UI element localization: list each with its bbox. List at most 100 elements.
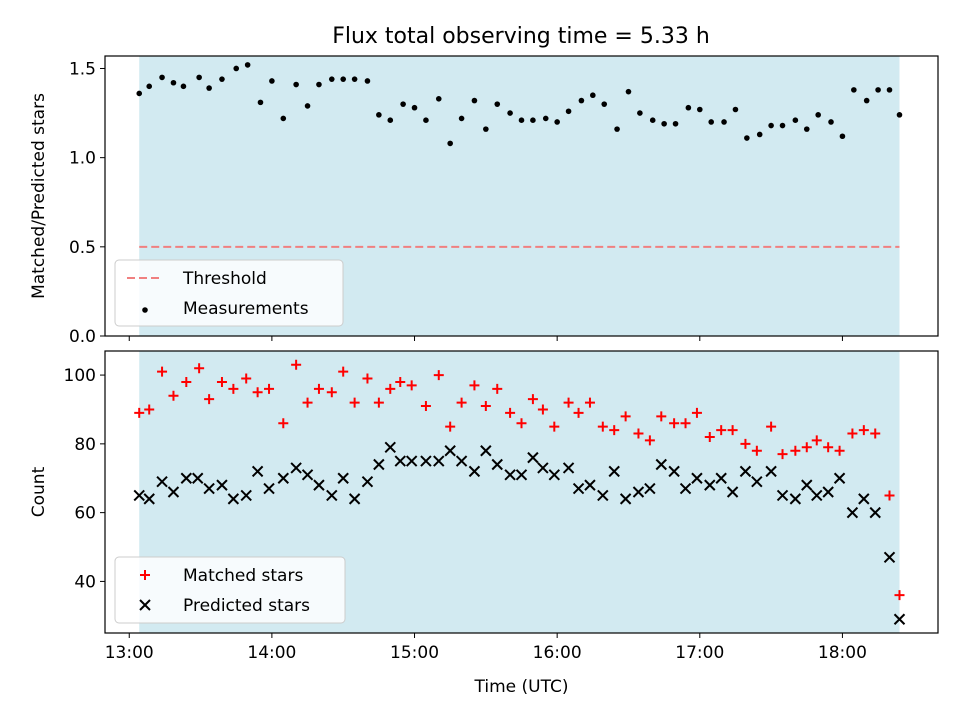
predicted-stars-point [846,506,859,519]
predicted-stars-point [133,489,145,502]
matched-stars-point [406,380,417,391]
predicted-stars-point [227,493,240,505]
matched-stars-point [680,418,691,429]
x-tick-label: 16:00 [533,643,582,663]
predicted-stars-point [833,472,846,484]
matched-stars-point [790,445,801,456]
predicted-stars-point [548,469,561,481]
matched-stars-point [858,425,869,436]
y-axis-label: Matched/Predicted stars [29,93,49,299]
measurement-point [614,126,620,132]
matched-stars-point [168,390,179,401]
predicted-stars-point [515,469,528,481]
measurement-point [768,122,774,129]
measurement-point [257,99,264,106]
y-tick-label: 100 [64,366,96,386]
measurement-point [494,101,501,107]
x-tick-label: 17:00 [675,643,724,663]
matched-stars-point [609,425,620,436]
matched-stars-point [597,421,608,432]
matched-stars-point [144,404,155,415]
measurement-point [851,87,857,93]
matched-stars-point [584,397,595,408]
measurement-point [863,97,870,104]
measurement-point [578,97,585,104]
measurement-point [280,115,287,122]
measurement-point [340,76,347,82]
matched-stars-point [456,397,467,408]
measurement-point [435,96,442,102]
series-matched-stars [134,359,905,601]
predicted-stars-point [394,455,406,467]
matched-stars-point [811,435,822,446]
measurement-point [196,74,202,81]
matched-stars-point [633,428,644,439]
matched-stars-point [573,407,584,418]
predicted-stars-point [180,472,193,484]
matched-stars-point [420,401,431,412]
measurement-point [886,87,893,93]
measurement-point [244,62,251,68]
matched-stars-point [766,421,777,432]
matched-stars-point [373,397,384,408]
x-axis-label: Time (UTC) [474,677,569,697]
measurement-point [792,117,799,124]
predicted-stars-point [405,455,418,467]
series-predicted-stars [133,441,906,625]
measurement-point [316,81,322,88]
measurement-point [293,81,299,88]
predicted-stars-point [192,472,204,484]
y-axis-label: Count [29,466,49,517]
y-tick-label: 1.5 [69,59,96,79]
measurement-point [458,115,465,122]
axes-frame [104,55,939,337]
matched-stars-point [326,387,337,398]
predicted-stars-point [384,441,396,454]
predicted-stars-point [739,465,752,478]
legend-label: Threshold [182,269,267,289]
predicted-stars-point [822,486,834,498]
measurement-point [146,83,153,90]
legend-label: Matched stars [183,566,303,586]
predicted-stars-point [444,445,456,457]
matched-stars-point [241,373,252,384]
matched-stars-point [194,363,205,374]
matched-stars-point [157,366,168,377]
predicted-stars-point [789,493,802,505]
matched-stars-point [894,590,905,601]
measurement-point [542,115,549,122]
y-tick-label: 40 [74,572,96,592]
measurement-point [136,90,143,97]
predicted-stars-point [301,469,314,481]
predicted-stars-point [869,506,881,519]
predicted-stars-point [584,479,596,491]
measurement-point [744,135,750,141]
matched-stars-point [870,428,881,439]
predicted-stars-point [691,472,703,484]
predicted-stars-point [704,479,716,491]
predicted-stars-point [240,489,252,502]
measurement-point [661,120,667,127]
measurement-point [328,76,335,82]
predicted-stars-point [337,472,349,484]
matched-stars-point [644,435,655,446]
measurement-point [732,106,739,113]
matched-stars-point [620,411,631,422]
x-tick-label: 18:00 [818,643,867,663]
measurement-point [839,133,846,140]
predicted-stars-point [373,458,385,471]
matched-stars-point [492,383,503,394]
legend-box [114,556,346,624]
measurement-point [206,85,212,91]
predicted-stars-point [216,479,228,491]
measurement-point [518,117,525,124]
matched-stars-point [563,397,574,408]
matched-stars-point [740,438,751,449]
predicted-stars-point [167,486,180,498]
measurement-point [170,79,177,86]
y-tick-label: 0.0 [69,327,96,347]
matched-stars-point [181,376,192,387]
measurement-point [815,112,821,118]
matched-stars-point [777,449,788,460]
predicted-stars-point [491,458,503,471]
